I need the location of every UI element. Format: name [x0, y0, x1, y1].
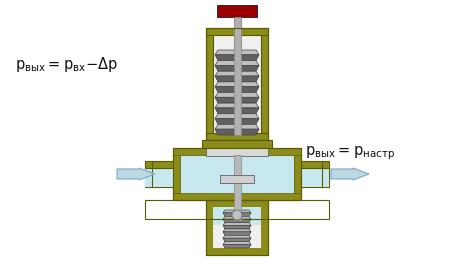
- Bar: [206, 200, 268, 255]
- Bar: [301, 168, 329, 187]
- Bar: [145, 168, 173, 187]
- Polygon shape: [223, 229, 251, 232]
- Bar: [206, 28, 268, 35]
- Polygon shape: [223, 244, 251, 248]
- Bar: [261, 28, 268, 140]
- Polygon shape: [117, 168, 155, 180]
- Bar: [301, 161, 329, 187]
- Polygon shape: [215, 103, 259, 108]
- Bar: [173, 148, 180, 200]
- Bar: [301, 168, 322, 187]
- Bar: [206, 148, 268, 156]
- Text: $\mathregular{p_{вых}{=}p_{настр}}$: $\mathregular{p_{вых}{=}p_{настр}}$: [305, 144, 395, 162]
- Circle shape: [232, 210, 242, 220]
- Text: $\mathregular{p_{вых}{=}p_{вх}{-}\Delta p}$: $\mathregular{p_{вых}{=}p_{вх}{-}\Delta …: [15, 56, 118, 74]
- Polygon shape: [223, 235, 251, 238]
- Bar: [202, 140, 272, 148]
- Polygon shape: [223, 242, 251, 244]
- Polygon shape: [215, 82, 259, 87]
- Bar: [173, 193, 301, 200]
- Polygon shape: [223, 226, 251, 229]
- Bar: [234, 17, 241, 48]
- Bar: [173, 148, 301, 155]
- Polygon shape: [223, 219, 251, 223]
- Polygon shape: [223, 210, 251, 213]
- Bar: [294, 148, 301, 200]
- Bar: [213, 35, 261, 133]
- Polygon shape: [215, 87, 259, 93]
- Polygon shape: [215, 50, 259, 55]
- Polygon shape: [215, 119, 259, 124]
- Polygon shape: [215, 97, 259, 103]
- Bar: [213, 207, 261, 225]
- Bar: [173, 148, 301, 200]
- Polygon shape: [215, 61, 259, 65]
- Bar: [213, 207, 261, 248]
- Polygon shape: [215, 114, 259, 119]
- Bar: [145, 200, 329, 219]
- Polygon shape: [215, 55, 259, 61]
- Polygon shape: [215, 65, 259, 71]
- Bar: [152, 168, 173, 187]
- Polygon shape: [331, 168, 369, 180]
- Polygon shape: [215, 124, 259, 129]
- Bar: [234, 155, 241, 220]
- Bar: [234, 17, 241, 135]
- Bar: [145, 161, 173, 187]
- Polygon shape: [215, 129, 259, 135]
- Polygon shape: [223, 216, 251, 219]
- Polygon shape: [223, 213, 251, 216]
- Polygon shape: [215, 76, 259, 82]
- Polygon shape: [215, 108, 259, 114]
- Bar: [206, 200, 268, 255]
- Bar: [173, 148, 301, 200]
- Bar: [180, 148, 294, 200]
- Bar: [217, 5, 257, 17]
- Bar: [206, 28, 268, 140]
- Bar: [206, 133, 268, 140]
- Polygon shape: [215, 71, 259, 76]
- Bar: [220, 175, 254, 183]
- Polygon shape: [223, 238, 251, 242]
- Polygon shape: [223, 223, 251, 226]
- Polygon shape: [215, 93, 259, 97]
- Bar: [206, 28, 213, 140]
- Polygon shape: [223, 232, 251, 235]
